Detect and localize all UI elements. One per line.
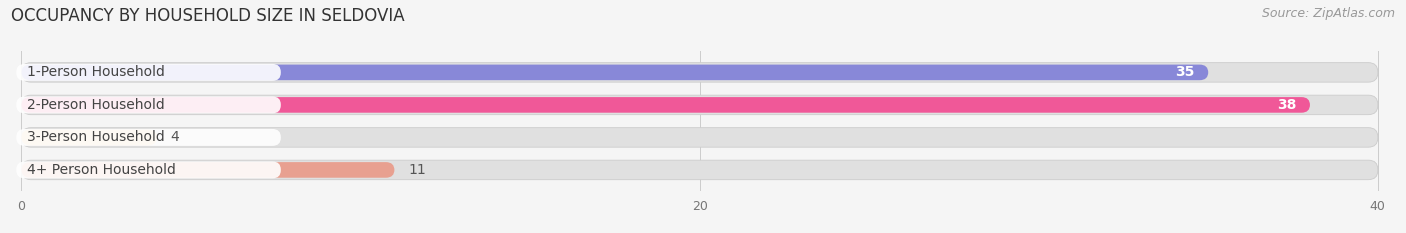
Text: 38: 38 [1277,98,1296,112]
Text: 4: 4 [170,130,180,144]
FancyBboxPatch shape [17,64,281,81]
Text: Source: ZipAtlas.com: Source: ZipAtlas.com [1261,7,1395,20]
FancyBboxPatch shape [21,128,1378,147]
FancyBboxPatch shape [17,96,281,113]
FancyBboxPatch shape [21,130,157,145]
FancyBboxPatch shape [21,95,1378,115]
Text: 4+ Person Household: 4+ Person Household [27,163,176,177]
Text: 1-Person Household: 1-Person Household [27,65,165,79]
FancyBboxPatch shape [21,65,1208,80]
FancyBboxPatch shape [17,161,281,178]
FancyBboxPatch shape [17,129,281,146]
Text: 3-Person Household: 3-Person Household [27,130,165,144]
Text: 2-Person Household: 2-Person Household [27,98,165,112]
Text: OCCUPANCY BY HOUSEHOLD SIZE IN SELDOVIA: OCCUPANCY BY HOUSEHOLD SIZE IN SELDOVIA [11,7,405,25]
Text: 11: 11 [408,163,426,177]
FancyBboxPatch shape [21,97,1310,113]
FancyBboxPatch shape [21,160,1378,180]
FancyBboxPatch shape [21,162,395,178]
FancyBboxPatch shape [21,63,1378,82]
Text: 35: 35 [1175,65,1195,79]
